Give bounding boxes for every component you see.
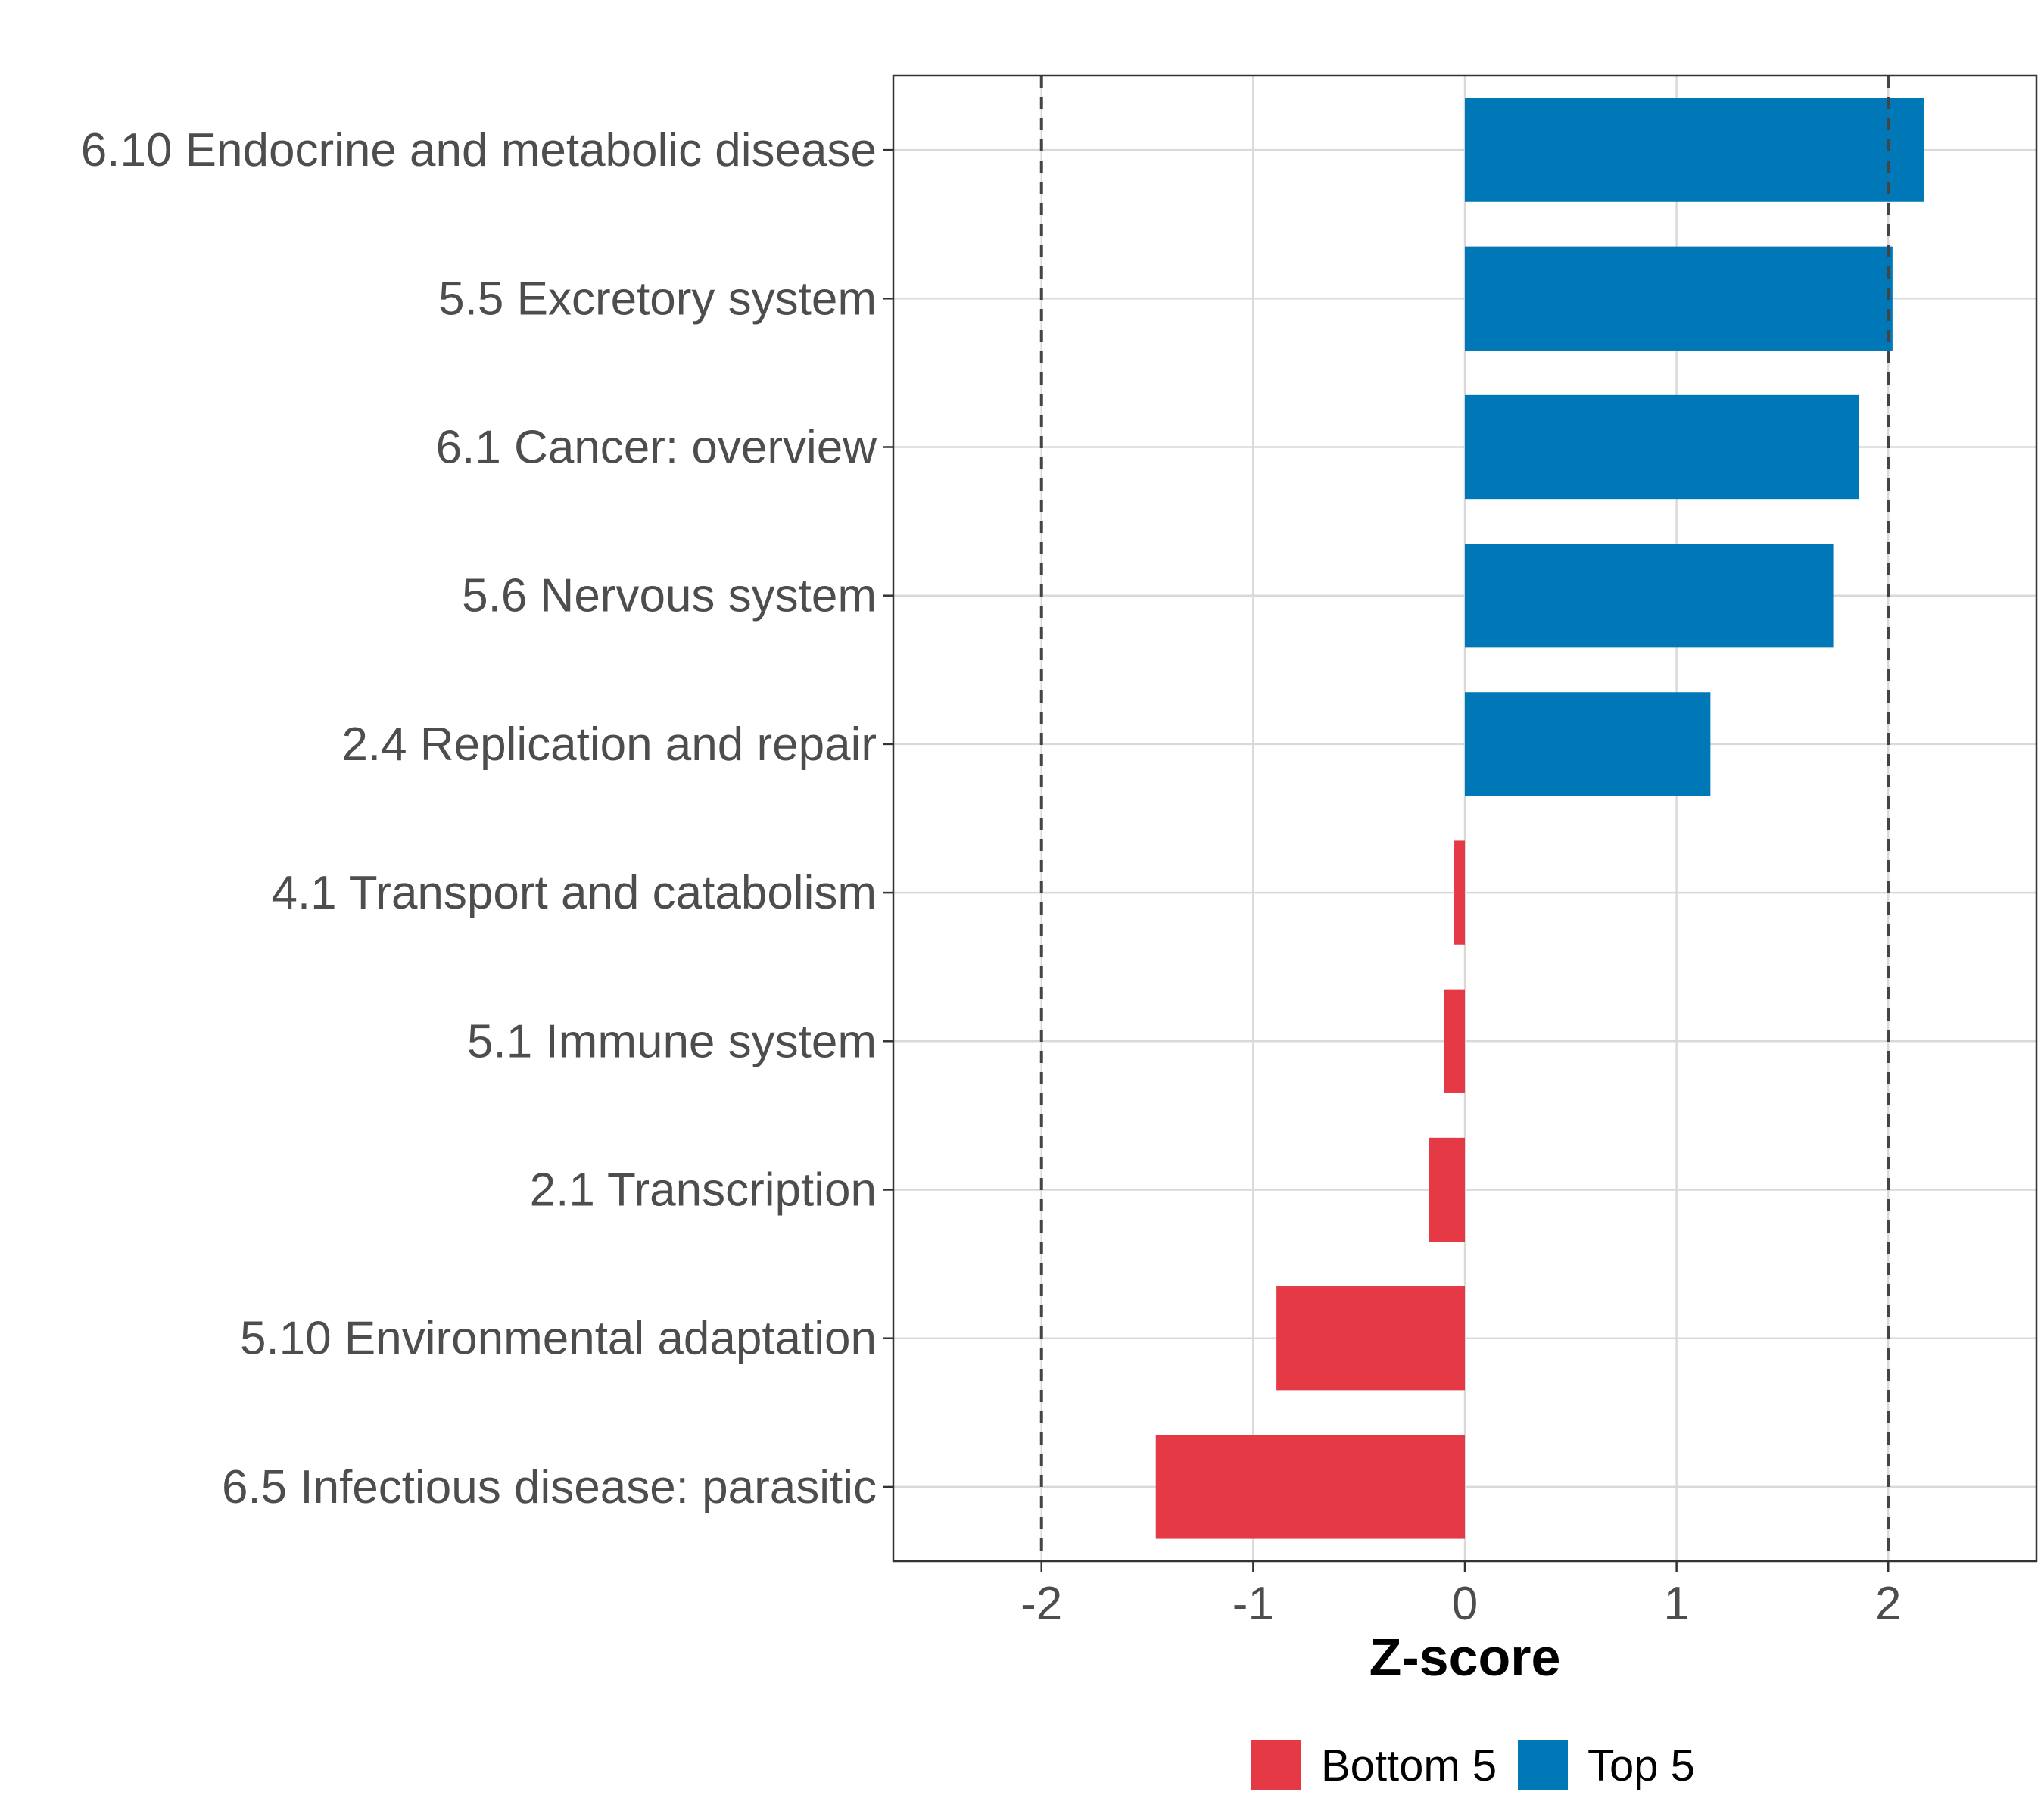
legend-swatch-top-5 <box>1518 1740 1568 1790</box>
bar-2-4-replication-and-repair <box>1465 692 1711 796</box>
x-tick-label-2: -2 <box>1020 1578 1062 1630</box>
legend-label-bottom-5: Bottom 5 <box>1321 1741 1497 1791</box>
bar-5-6-nervous-system <box>1465 544 1834 648</box>
x-axis: -2 -1 0 1 2 <box>1020 1561 1902 1630</box>
x-tick-label-2: 2 <box>1875 1578 1901 1630</box>
bar-2-1-transcription <box>1429 1137 1465 1242</box>
bars <box>1155 98 1924 1539</box>
reference-lines <box>1039 76 1890 1561</box>
bar-4-1-transport-and-catabolism <box>1454 840 1465 945</box>
legend-swatch-bottom-5 <box>1251 1740 1301 1790</box>
category-axis: 6.10 Endocrine and metabolic disease 5.5 … <box>81 124 893 1513</box>
category-label-5-10-environmental-adaptation: 5.10 Environmental adaptation <box>240 1313 877 1365</box>
category-label-6-5-infectious-disease-parasitic: 6.5 Infectious disease: parasitic <box>222 1461 877 1513</box>
x-tick-label-0: 0 <box>1452 1578 1478 1630</box>
x-axis-title: Z-score <box>1369 1628 1561 1687</box>
x-tick-label-1: 1 <box>1663 1578 1689 1630</box>
category-label-2-1-transcription: 2.1 Transcription <box>530 1164 877 1217</box>
legend-label-top-5: Top 5 <box>1588 1741 1695 1791</box>
category-label-5-6-nervous-system: 5.6 Nervous system <box>462 570 877 622</box>
x-tick-label-1: -1 <box>1232 1578 1274 1630</box>
category-label-5-5-excretory-system: 5.5 Excretory system <box>438 273 877 325</box>
category-label-4-1-transport-and-catabolism: 4.1 Transport and catabolism <box>271 867 877 919</box>
category-label-5-1-immune-system: 5.1 Immune system <box>467 1015 877 1067</box>
category-label-6-1-cancer-overview: 6.1 Cancer: overview <box>436 422 877 474</box>
legend: Bottom 5 Top 5 <box>1251 1740 1695 1791</box>
bar-6-1-cancer-overview <box>1465 394 1859 500</box>
category-label-2-4-replication-and-repair: 2.4 Replication and repair <box>341 718 877 771</box>
bar-6-5-infectious-disease-parasitic <box>1155 1435 1465 1539</box>
bar-5-5-excretory-system <box>1465 246 1893 351</box>
bar-5-10-environmental-adaptation <box>1276 1286 1465 1391</box>
bar-5-1-immune-system <box>1444 989 1465 1093</box>
category-label-6-10-endocrine-and-metabolic-disease: 6.10 Endocrine and metabolic disease <box>81 124 877 176</box>
bar-6-10-endocrine-and-metabolic-disease <box>1465 98 1924 202</box>
